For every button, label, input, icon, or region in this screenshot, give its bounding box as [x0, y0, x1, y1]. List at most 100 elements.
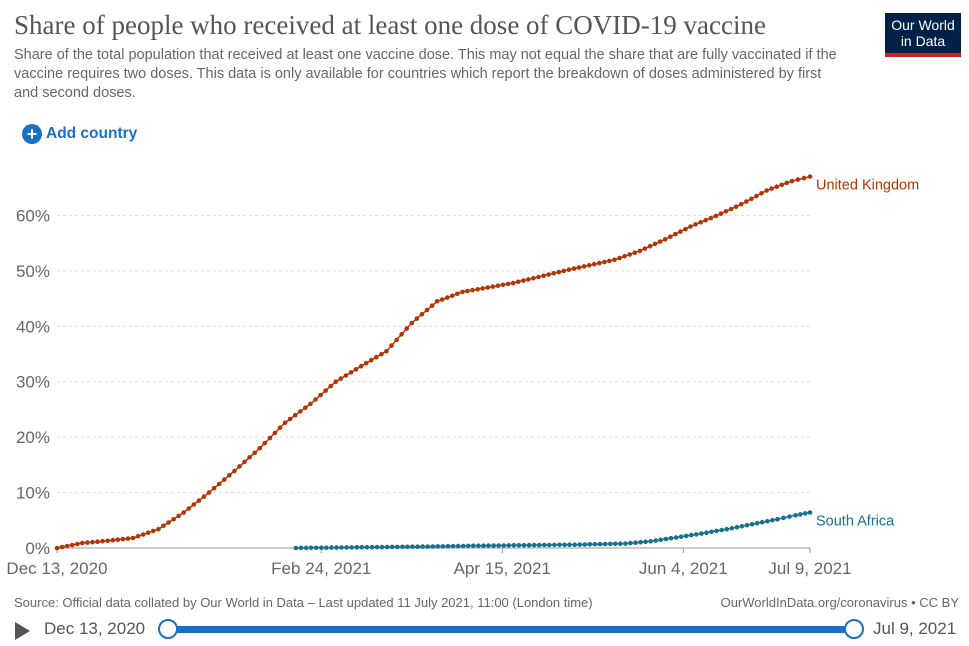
data-point: [699, 531, 704, 536]
data-point: [490, 284, 496, 289]
timeline-start-label: Dec 13, 2020: [44, 619, 146, 638]
credit-link[interactable]: OurWorldInData.org/coronavirus • CC BY: [720, 595, 959, 610]
data-point: [647, 243, 653, 249]
data-point: [222, 477, 227, 482]
data-point: [455, 543, 461, 549]
data-point: [567, 542, 572, 547]
data-point: [744, 199, 749, 204]
data-point: [130, 535, 136, 541]
data-point: [439, 297, 445, 302]
data-point: [688, 224, 693, 229]
series-label[interactable]: United Kingdom: [816, 178, 919, 194]
data-point: [738, 202, 744, 207]
y-tick-label: 50%: [16, 262, 50, 281]
data-point: [145, 530, 151, 535]
data-point: [673, 231, 678, 237]
data-point: [798, 512, 803, 517]
data-point: [324, 545, 329, 550]
data-point: [466, 543, 471, 549]
data-point: [313, 545, 319, 551]
data-point: [100, 538, 105, 544]
data-point: [171, 516, 176, 522]
data-point: [374, 354, 379, 360]
data-point: [277, 425, 283, 431]
series-label[interactable]: South Africa: [816, 514, 895, 530]
data-point: [500, 282, 506, 288]
series-south-africa[interactable]: South Africa: [293, 510, 896, 551]
series-line: [56, 175, 811, 549]
data-point: [505, 281, 511, 287]
data-point: [607, 541, 613, 547]
data-point: [694, 532, 699, 537]
data-point: [781, 515, 786, 521]
owid-logo[interactable]: Our World in Data: [885, 13, 961, 57]
data-point: [542, 542, 547, 548]
data-point: [476, 543, 481, 548]
data-point: [344, 545, 349, 550]
timeline-start-handle[interactable]: [158, 619, 178, 639]
data-point: [581, 264, 587, 269]
data-point: [405, 544, 410, 550]
timeline-slider[interactable]: Dec 13, 2020 Jul 9, 2021: [0, 614, 969, 646]
data-point: [551, 271, 556, 276]
data-point: [744, 522, 750, 528]
timeline-end-handle[interactable]: [844, 619, 864, 639]
data-point: [460, 289, 465, 295]
data-point: [642, 246, 648, 251]
data-point: [587, 542, 593, 547]
data-point: [562, 542, 567, 548]
data-point: [526, 542, 532, 548]
data-point: [480, 286, 486, 291]
data-point: [425, 544, 431, 549]
data-point: [272, 430, 278, 436]
data-point: [770, 517, 775, 523]
data-point: [470, 287, 475, 293]
data-point: [328, 383, 334, 389]
data-point: [622, 253, 627, 259]
timeline-track[interactable]: [168, 626, 854, 633]
data-point: [652, 241, 658, 247]
data-point: [374, 544, 380, 550]
series-line: [295, 511, 811, 549]
data-point: [617, 255, 622, 261]
data-point: [526, 277, 531, 282]
data-point: [576, 265, 582, 270]
data-point: [784, 180, 790, 186]
data-point: [541, 273, 546, 278]
data-point: [348, 370, 354, 375]
data-point: [308, 545, 314, 551]
data-point: [247, 455, 252, 460]
data-point: [319, 545, 324, 550]
data-point: [394, 337, 399, 343]
data-point: [176, 513, 181, 519]
data-point: [602, 259, 607, 265]
chart-title: Share of people who received at least on…: [14, 10, 766, 40]
y-tick-label: 30%: [16, 373, 50, 392]
data-point: [779, 182, 785, 188]
data-point: [658, 537, 664, 543]
data-point: [434, 299, 440, 304]
data-point: [577, 542, 583, 547]
data-point: [602, 541, 608, 547]
data-point: [769, 186, 774, 191]
play-icon[interactable]: [15, 622, 30, 640]
data-point: [329, 545, 334, 550]
data-point: [516, 543, 522, 548]
data-point: [445, 544, 451, 549]
data-point: [561, 268, 567, 274]
data-point: [415, 544, 420, 549]
data-point: [612, 257, 617, 263]
data-point: [749, 521, 755, 527]
y-tick-label: 0%: [25, 539, 50, 558]
data-point: [369, 544, 375, 550]
data-point: [368, 357, 374, 363]
data-point: [643, 539, 648, 545]
series-united-kingdom[interactable]: United Kingdom: [54, 174, 919, 551]
data-point: [440, 544, 446, 549]
y-tick-label: 10%: [16, 484, 50, 503]
data-point: [455, 291, 460, 297]
add-country-button[interactable]: + Add country: [22, 123, 137, 145]
data-point: [801, 175, 807, 181]
data-point: [729, 525, 735, 531]
data-point: [237, 464, 242, 469]
